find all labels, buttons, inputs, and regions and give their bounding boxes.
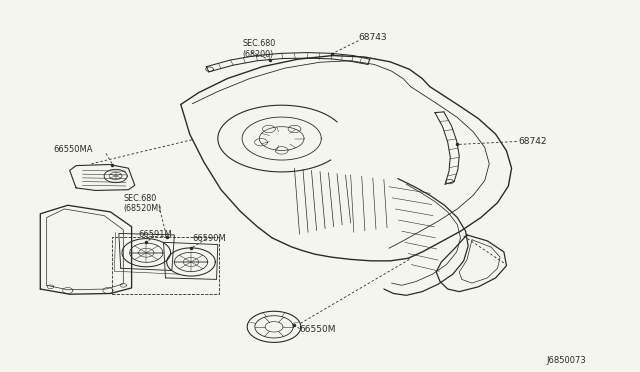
- Text: 66550MA: 66550MA: [53, 145, 93, 154]
- Text: 66591M: 66591M: [138, 230, 172, 240]
- Text: 68743: 68743: [358, 33, 387, 42]
- Text: 66590M: 66590M: [192, 234, 226, 243]
- Text: SEC.680
(68200): SEC.680 (68200): [242, 39, 275, 58]
- Text: SEC.680
(68520M): SEC.680 (68520M): [124, 194, 161, 214]
- Text: J6850073: J6850073: [547, 356, 586, 365]
- Text: 68742: 68742: [518, 137, 547, 146]
- Text: 66550M: 66550M: [300, 325, 336, 334]
